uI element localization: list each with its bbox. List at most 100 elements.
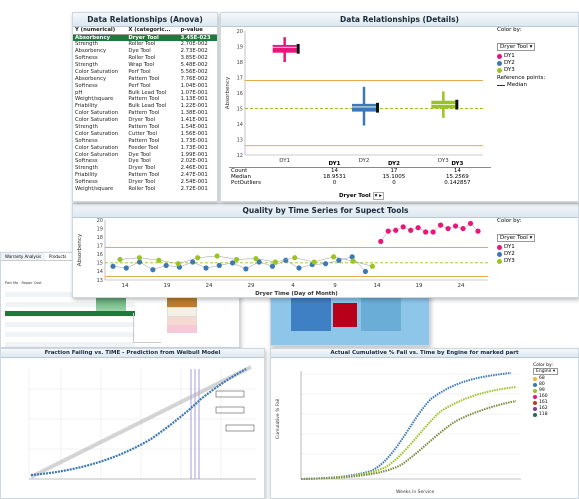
ts-point[interactable]: [256, 259, 262, 265]
ts-point[interactable]: [460, 225, 466, 232]
details-boxplot[interactable]: 12 13 14 15 16 17 18 19 20 Absorbency DY1 DY2 DY3: [221, 25, 491, 173]
anova-row[interactable]: Softness Pattern Tool 1.73E-001: [73, 137, 217, 144]
anova-col-pvalue[interactable]: p-value: [178, 27, 217, 35]
anova-row[interactable]: Color Saturation Perf Tool 5.56E-002: [73, 68, 217, 75]
ts-point[interactable]: [385, 228, 391, 234]
anova-row[interactable]: Color Saturation Cutter Tool 1.56E-001: [73, 130, 217, 137]
heatmap-cell-light[interactable]: [361, 293, 401, 331]
ts-point[interactable]: [362, 268, 369, 275]
quality-legend-item[interactable]: DY2: [497, 251, 577, 257]
ts-point[interactable]: [423, 229, 429, 235]
ts-point[interactable]: [136, 255, 143, 261]
ts-point[interactable]: [467, 220, 474, 227]
ts-point[interactable]: [272, 259, 278, 265]
heatmap-cell-red-2[interactable]: [333, 303, 357, 327]
ts-point[interactable]: [400, 224, 406, 230]
anova-row[interactable]: Strength Dryer Tool 2.46E-001: [73, 165, 217, 172]
anova-row[interactable]: Weight/square Pattern Tool 1.13E-001: [73, 96, 217, 103]
ts-point[interactable]: [136, 259, 143, 265]
ts-point[interactable]: [350, 258, 356, 264]
ts-point[interactable]: [311, 259, 317, 265]
quality-legend-item[interactable]: DY1: [497, 244, 577, 250]
anova-row[interactable]: Absorbency Dye Tool 2.73E-002: [73, 48, 217, 55]
cum-engine-dropdown[interactable]: Engine ▾: [533, 368, 559, 375]
heatmap-cell-blue[interactable]: [291, 293, 331, 331]
anova-col-y[interactable]: Y (numerical): [73, 27, 127, 35]
details-color-by-dropdown[interactable]: Dryer Tool ▾: [497, 43, 536, 51]
cum-legend-item[interactable]: 161: [533, 400, 578, 405]
anova-row[interactable]: Strength Roller Tool 2.70E-002: [73, 41, 217, 48]
ts-point[interactable]: [150, 267, 156, 273]
anova-row[interactable]: Softness Dye Tool 2.02E-001: [73, 158, 217, 165]
ts-point[interactable]: [214, 253, 220, 259]
ts-point[interactable]: [369, 263, 376, 269]
ts-point[interactable]: [445, 225, 451, 232]
ts-point[interactable]: [175, 261, 181, 267]
cumulative-chart[interactable]: Weeks in Service Cumulative % Fail: [271, 359, 531, 499]
ts-point[interactable]: [438, 222, 444, 228]
ts-point[interactable]: [156, 257, 162, 263]
tab-products[interactable]: Products: [49, 254, 67, 259]
anova-row[interactable]: Absorbency Pattern Tool 7.76E-002: [73, 75, 217, 82]
ts-point[interactable]: [269, 263, 276, 269]
details-legend-item[interactable]: DY3: [497, 67, 577, 73]
box-iqr[interactable]: [352, 103, 376, 112]
ts-point[interactable]: [117, 256, 123, 263]
ts-point[interactable]: [203, 265, 209, 271]
highlighted-row[interactable]: [5, 311, 135, 316]
box-iqr[interactable]: [272, 44, 297, 53]
anova-row[interactable]: Color Saturation Feeder Tool 1.73E-001: [73, 144, 217, 151]
ts-point[interactable]: [163, 262, 169, 269]
weibull-chart[interactable]: [1, 359, 265, 499]
cum-legend-item[interactable]: 99: [533, 388, 578, 393]
anova-col-x[interactable]: X (categoric...: [126, 27, 179, 35]
ts-point[interactable]: [195, 255, 201, 261]
anova-row[interactable]: Softness Roller Tool 3.85E-002: [73, 55, 217, 62]
anova-row[interactable]: Friability Pattern Tool 2.47E-001: [73, 172, 217, 179]
cum-legend-item[interactable]: 68: [533, 376, 578, 381]
ts-point[interactable]: [378, 238, 384, 245]
cum-legend-item[interactable]: 160: [533, 394, 578, 399]
anova-row[interactable]: Strength Wrap Tool 5.48E-002: [73, 62, 217, 69]
ts-point[interactable]: [408, 227, 414, 233]
anova-row[interactable]: Color Saturation Dryer Tool 1.41E-001: [73, 117, 217, 124]
details-legend-item[interactable]: DY1: [497, 53, 577, 59]
cum-legend-item[interactable]: 118: [533, 412, 578, 417]
ts-point[interactable]: [475, 228, 481, 234]
quality-chart[interactable]: 13 14 15 16 17 18 19 20 Absorbency 14 19 24 29 4 9 14 19…: [73, 216, 493, 298]
quality-color-by-dropdown[interactable]: Dryer Tool ▾: [497, 234, 536, 242]
ts-point[interactable]: [110, 263, 116, 269]
ts-point[interactable]: [393, 227, 399, 233]
ts-point[interactable]: [216, 262, 222, 269]
cum-legend-item[interactable]: 162: [533, 406, 578, 411]
ts-point[interactable]: [243, 266, 249, 272]
anova-row[interactable]: Absorbency Dryer Tool 3.45E-023: [73, 34, 217, 41]
ts-point[interactable]: [296, 265, 302, 271]
ts-point[interactable]: [233, 256, 240, 263]
ts-point[interactable]: [292, 255, 298, 261]
ts-point[interactable]: [415, 225, 421, 231]
ts-point[interactable]: [430, 229, 436, 235]
ts-point[interactable]: [123, 265, 129, 271]
anova-row[interactable]: Color Saturation Pattern Tool 1.38E-001: [73, 110, 217, 117]
cum-legend-item[interactable]: 80: [533, 382, 578, 387]
details-legend-item[interactable]: DY2: [497, 60, 577, 66]
details-xaxis-control[interactable]: Dryer Tool ▾ ▸: [339, 192, 384, 200]
anova-row[interactable]: pH Bulk Lead Tool 1.07E-001: [73, 89, 217, 96]
quality-legend-item[interactable]: DY3: [497, 258, 577, 264]
ts-point[interactable]: [331, 254, 337, 260]
anova-row[interactable]: Weight/square Roller Tool 2.72E-001: [73, 186, 217, 193]
ts-point[interactable]: [283, 257, 289, 263]
ts-point[interactable]: [322, 261, 329, 267]
ts-point[interactable]: [452, 223, 459, 229]
tab-warranty-analysis[interactable]: Warranty Analysis: [1, 253, 46, 260]
ts-point[interactable]: [336, 257, 342, 263]
anova-row[interactable]: Friability Bulk Lead Tool 1.22E-001: [73, 103, 217, 110]
anova-row[interactable]: Color Saturation Dye Tool 1.99E-001: [73, 151, 217, 158]
ts-point[interactable]: [229, 260, 236, 266]
anova-row[interactable]: Strength Pattern Tool 1.54E-001: [73, 124, 217, 131]
ts-point[interactable]: [349, 254, 355, 260]
anova-row[interactable]: Softness Perf Tool 1.04E-001: [73, 82, 217, 89]
anova-row[interactable]: Softness Dryer Tool 2.54E-001: [73, 179, 217, 186]
ts-point[interactable]: [253, 255, 259, 262]
